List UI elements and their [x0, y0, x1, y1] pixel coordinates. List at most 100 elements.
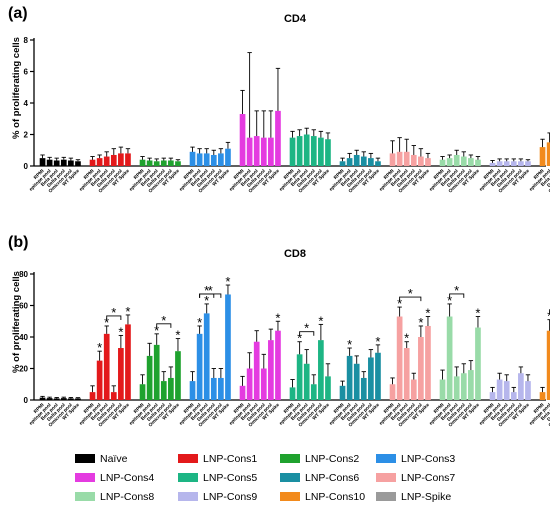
cd8-bar	[325, 376, 331, 400]
cd8-bar	[546, 330, 550, 400]
cd4-bar	[468, 158, 474, 166]
cd4-bar	[175, 161, 181, 166]
cd8-bar	[310, 384, 317, 400]
legend-label: LNP-Cons8	[100, 491, 154, 503]
cd8-significance-star: *	[447, 293, 452, 308]
cd8-significance-star: *	[154, 323, 159, 338]
cd8-significance-star: *	[475, 306, 480, 321]
cd4-bar	[196, 153, 203, 166]
cd8-bar	[303, 363, 310, 400]
cd4-bar	[46, 159, 53, 166]
cd4-bar	[239, 114, 246, 166]
cd8-bar	[403, 348, 410, 400]
cd8-bar	[218, 377, 224, 400]
cd8-significance-star: *	[454, 283, 459, 298]
cd4-bar	[489, 162, 496, 166]
cd4-bar	[110, 154, 117, 166]
legend-swatch	[280, 492, 300, 501]
cd8-bar	[46, 398, 53, 400]
cd8-bar	[139, 384, 146, 400]
cd8-bar	[239, 385, 246, 400]
cd4-bar	[525, 161, 531, 166]
legend-swatch	[280, 454, 300, 463]
legend-label: LNP-Cons10	[305, 491, 365, 503]
cd8-bar	[210, 377, 217, 400]
cd8-bar	[496, 379, 503, 400]
cd8-bar	[439, 379, 446, 400]
cd8-significance-bracket	[156, 323, 172, 328]
cd8-significance-star: *	[111, 305, 116, 320]
cd8-significance-star: *	[318, 313, 323, 328]
cd8-significance-bracket	[299, 331, 315, 336]
legend-label: Naïve	[100, 453, 128, 465]
cd8-bar	[518, 373, 524, 400]
cd8-significance-star: *	[404, 331, 409, 346]
cd4-bar	[346, 158, 353, 166]
legend-label: LNP-Cons4	[100, 472, 154, 484]
cd8-bar	[89, 392, 96, 400]
cd8-significance-bracket	[449, 293, 465, 298]
cd4-bar	[118, 153, 124, 166]
cd8-significance-star: *	[197, 315, 202, 330]
cd4-bar	[460, 156, 467, 166]
cd4-bar	[268, 137, 274, 166]
cd8-bar	[468, 370, 474, 400]
cd8-significance-bracket	[199, 293, 222, 298]
cd4-bar	[375, 161, 381, 166]
cd8-bar	[396, 316, 403, 400]
cd4-bar	[275, 110, 281, 166]
cd8-bar	[60, 398, 67, 400]
cd4-bar	[218, 153, 224, 166]
legend-label: LNP-Cons1	[203, 453, 257, 465]
cd8-y-tick-label: 0	[24, 396, 29, 405]
cd8-bar	[96, 360, 103, 400]
legend-swatch	[178, 492, 198, 501]
cd4-bar	[260, 137, 267, 166]
legend-label: LNP-Spike	[401, 491, 451, 503]
cd8-bar	[253, 341, 260, 400]
cd4-bar	[475, 159, 481, 166]
cd8-bar	[346, 355, 353, 400]
cd8-significance-star: *	[104, 315, 109, 330]
cd4-title: CD4	[284, 13, 307, 25]
cd4-bar	[518, 161, 524, 166]
cd8-bar	[160, 381, 167, 400]
cd4-bar	[339, 161, 346, 166]
cd4-bar	[68, 160, 74, 166]
legend-label: LNP-Cons2	[305, 453, 359, 465]
cd8-significance-star: *	[275, 310, 280, 325]
cd8-significance-bracket	[106, 315, 122, 320]
cd8-bar	[489, 392, 496, 400]
cd8-bar	[510, 392, 517, 400]
cd8-y-tick-label: 40	[19, 333, 28, 342]
cd4-bar	[39, 158, 46, 166]
cd8-significance-star: *	[208, 283, 213, 298]
cd4-bar	[360, 156, 367, 166]
legend-swatch	[75, 492, 95, 501]
cd8-bar	[389, 384, 396, 400]
legend-swatch	[75, 473, 95, 482]
cd8-bar	[275, 330, 281, 400]
cd4-bar	[503, 161, 510, 166]
cd8-bar	[446, 316, 453, 400]
cd8-title: CD8	[284, 248, 306, 260]
cd4-bar	[368, 158, 374, 166]
cd4-bar	[60, 159, 67, 166]
cd4-bar	[418, 156, 424, 166]
cd4-bar	[125, 153, 131, 166]
cd4-bar	[410, 154, 417, 166]
cd8-significance-star: *	[347, 337, 352, 352]
cd4-bar	[203, 153, 210, 166]
cd8-bar	[260, 368, 267, 400]
legend-label: LNP-Cons6	[305, 472, 359, 484]
panel-label-b: (b)	[8, 234, 28, 251]
cd4-bar	[539, 147, 546, 166]
cd4-bar	[146, 160, 153, 166]
cd8-bar	[75, 398, 81, 400]
cd8-bar	[418, 337, 424, 400]
cd8-bar	[168, 377, 174, 400]
cd4-bar	[389, 153, 396, 166]
cd8-significance-star: *	[418, 315, 423, 330]
cd4-bar	[210, 154, 217, 166]
cd4-chart: (a) CD4 % of proliferating cells 02468RP…	[8, 5, 550, 194]
